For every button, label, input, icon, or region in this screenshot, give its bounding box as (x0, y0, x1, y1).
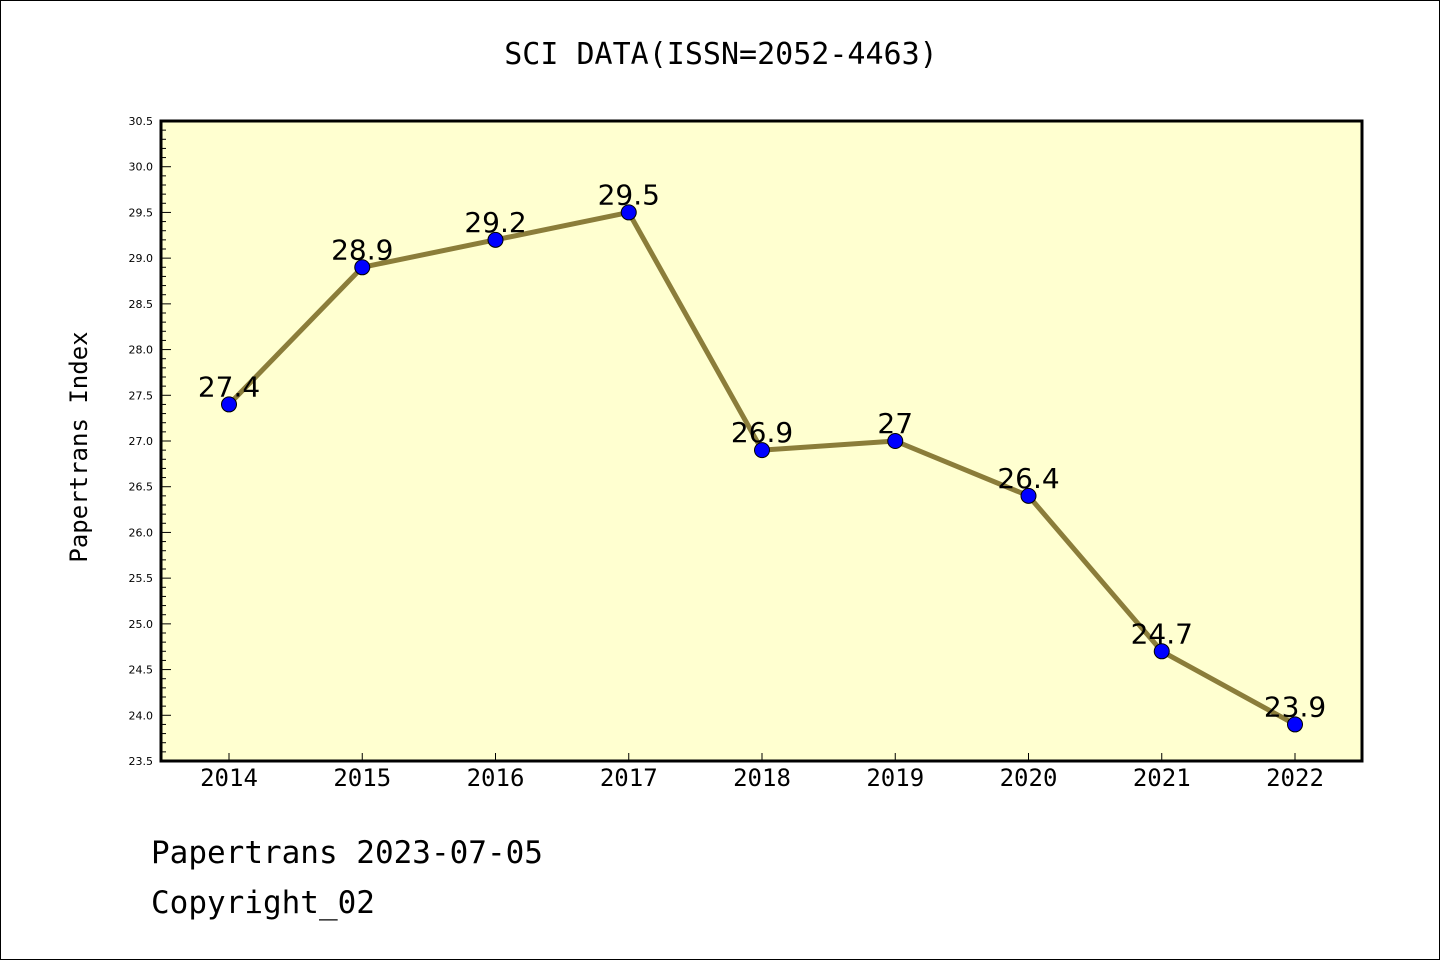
data-point (487, 231, 504, 248)
y-tick-label: 30.0 (129, 161, 154, 174)
data-label: 29.2 (464, 206, 526, 239)
y-tick-label: 25.5 (129, 572, 154, 585)
x-tick-label: 2018 (733, 764, 791, 792)
data-label: 23.9 (1264, 690, 1326, 723)
x-tick-label: 2020 (1000, 764, 1058, 792)
x-tick-label: 2015 (333, 764, 391, 792)
y-tick-label: 24.5 (129, 664, 154, 677)
data-point (754, 442, 770, 459)
y-tick-label: 26.5 (129, 481, 154, 494)
y-tick-label: 26.0 (129, 526, 154, 539)
footer-date: Papertrans 2023-07-05 (151, 835, 543, 871)
y-tick-label: 28.0 (129, 344, 154, 357)
y-tick-label: 28.5 (129, 298, 154, 311)
data-label: 28.9 (331, 233, 393, 266)
x-tick-label: 2016 (467, 764, 525, 792)
x-tick-label: 2021 (1133, 764, 1191, 792)
data-label: 29.5 (598, 178, 660, 211)
data-label: 24.7 (1131, 617, 1193, 650)
x-tick-label: 2022 (1266, 764, 1324, 792)
y-tick-label: 29.0 (129, 252, 154, 265)
data-label: 27.4 (198, 370, 260, 403)
data-point (620, 204, 637, 221)
y-tick-label: 24.0 (129, 709, 154, 722)
y-tick-label: 25.0 (129, 618, 154, 631)
data-label: 26.4 (997, 462, 1059, 495)
y-tick-label: 30.5 (129, 115, 154, 128)
data-point (354, 259, 371, 276)
x-tick-label: 2019 (866, 764, 924, 792)
chart-title: SCI DATA(ISSN=2052-4463) (504, 37, 938, 72)
data-label: 27 (877, 407, 913, 440)
y-axis: 23.5 24.0 24.5 25.0 25.5 26.0 26.5 27.0 27.5 28.0… (129, 115, 171, 768)
data-label: 26.9 (731, 416, 793, 449)
data-point (1153, 643, 1170, 660)
footer-copyright: Copyright_02 (151, 885, 375, 921)
data-point (1287, 716, 1303, 733)
y-tick-label: 29.5 (129, 206, 154, 219)
data-point (1020, 487, 1037, 504)
y-tick-label: 27.0 (129, 435, 154, 448)
data-point (887, 433, 904, 449)
y-tick-label: 27.5 (129, 389, 154, 402)
data-point (221, 396, 237, 413)
y-axis-label: Papertrans Index (65, 331, 93, 562)
y-tick-label: 23.5 (129, 755, 154, 768)
x-tick-label: 2017 (600, 764, 658, 792)
x-axis: 2014 2015 2016 2017 2018 2019 2020 2021 2022 (200, 753, 1324, 792)
series-layer: 27.4 28.9 29.2 29.5 26.9 27 26.4 24.7 23.9 (198, 178, 1326, 733)
x-tick-label: 2014 (200, 764, 258, 792)
